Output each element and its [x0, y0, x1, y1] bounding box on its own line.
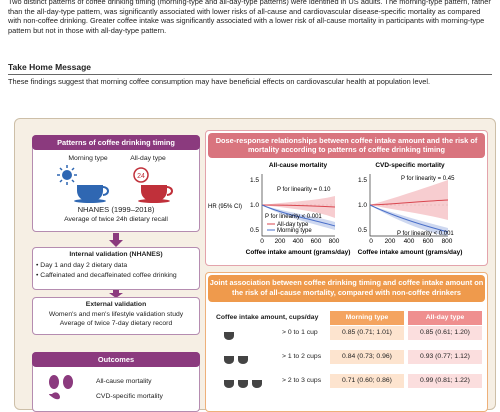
- x-tick: 400: [293, 238, 304, 245]
- joint-header: Joint association between coffee drinkin…: [208, 275, 485, 302]
- y-tick: 1.5: [250, 177, 259, 184]
- outcomes-header: Outcomes: [32, 352, 200, 367]
- col-header: All-day type: [408, 311, 482, 325]
- external-title: External validation: [85, 301, 147, 308]
- internal-title: Internal validation (NHANES): [69, 251, 163, 258]
- x-tick: 0: [260, 238, 264, 245]
- y-tick: 1.5: [358, 177, 367, 184]
- x-tick: 800: [329, 238, 340, 245]
- page: Two distinct patterns of coffee drinking…: [0, 0, 500, 400]
- cell: 0.71 (0.60; 0.86): [330, 374, 404, 388]
- legend-item: All-day type: [277, 222, 309, 228]
- cell: 0.85 (0.71; 1.01): [330, 326, 404, 340]
- x-tick: 600: [311, 238, 322, 245]
- row-label: > 0 to 1 cup: [282, 329, 318, 336]
- external-line: Average of twice 7-day dietary record: [59, 320, 173, 327]
- cell: 0.93 (0.77; 1.12): [408, 350, 482, 364]
- y-tick: 1.0: [250, 202, 259, 209]
- y-tick: 0.5: [250, 227, 259, 234]
- x-tick: 200: [385, 238, 396, 245]
- source: NHANES (1999–2018): [77, 205, 155, 214]
- external-line: Women's and men's lifestyle validation s…: [48, 311, 184, 318]
- x-tick: 200: [275, 238, 286, 245]
- cell: 0.85 (0.61; 1.20): [408, 326, 482, 340]
- arrow: [109, 290, 123, 298]
- legend-item: Morning type: [277, 228, 312, 234]
- internal-item: Day 1 and day 2 dietary data: [36, 262, 127, 271]
- x-tick: 400: [404, 238, 415, 245]
- x-tick: 600: [423, 238, 434, 245]
- take-home-text: These findings suggest that morning coff…: [8, 77, 431, 86]
- dose-charts: All-cause mortality CVD-specific mortali…: [208, 162, 463, 256]
- y-tick: 0.5: [358, 227, 367, 234]
- outcome-item: All-cause mortality: [96, 378, 152, 385]
- p-value: P for linearity = 0.10: [277, 187, 331, 193]
- col-header: Morning type: [330, 311, 404, 325]
- dose-header: Dose-response relationships between coff…: [208, 133, 485, 158]
- rule: [8, 74, 492, 75]
- arrow: [109, 233, 123, 247]
- outcome-icons: [49, 375, 73, 400]
- internal-item: Caffeinated and decaffeinated coffee dri…: [36, 272, 176, 281]
- col-header: Coffee intake amount, cups/day: [216, 314, 319, 321]
- patterns-header: Patterns of coffee drinking timing: [32, 135, 200, 150]
- y-label: HR (95% CI): [208, 204, 242, 210]
- allday-label: All-day type: [130, 155, 166, 162]
- cell: 0.84 (0.73; 0.96): [330, 350, 404, 364]
- x-label: Coffee intake amount (grams/day): [358, 249, 463, 256]
- summary: Two distinct patterns of coffee drinking…: [8, 0, 491, 35]
- svg-text:24: 24: [137, 173, 145, 180]
- y-tick: 1.0: [358, 202, 367, 209]
- x-tick: 0: [369, 238, 373, 245]
- row-label: > 1 to 2 cups: [282, 353, 322, 360]
- coffee-icons: 24: [57, 165, 173, 203]
- panel-title: All-cause mortality: [269, 162, 328, 169]
- cup-icons: [224, 332, 262, 388]
- row-label: > 2 to 3 cups: [282, 377, 322, 384]
- panel-title: CVD-specific mortality: [375, 162, 445, 169]
- x-tick: 800: [442, 238, 453, 245]
- take-home-title: Take Home Message: [8, 62, 91, 72]
- external-box: [32, 297, 200, 335]
- method: Average of twice 24h dietary recall: [64, 216, 168, 223]
- p-value: P for linearity < 0.001: [265, 214, 322, 220]
- outcome-item: CVD-specific mortality: [96, 393, 163, 400]
- morning-label: Morning type: [68, 155, 108, 162]
- patterns-box: [32, 135, 200, 232]
- x-label: Coffee intake amount (grams/day): [246, 249, 351, 256]
- p-value: P for linearity = 0.45: [401, 176, 455, 182]
- cell: 0.99 (0.81; 1.22): [408, 374, 482, 388]
- p-value: P for linearity < 0.001: [397, 231, 454, 237]
